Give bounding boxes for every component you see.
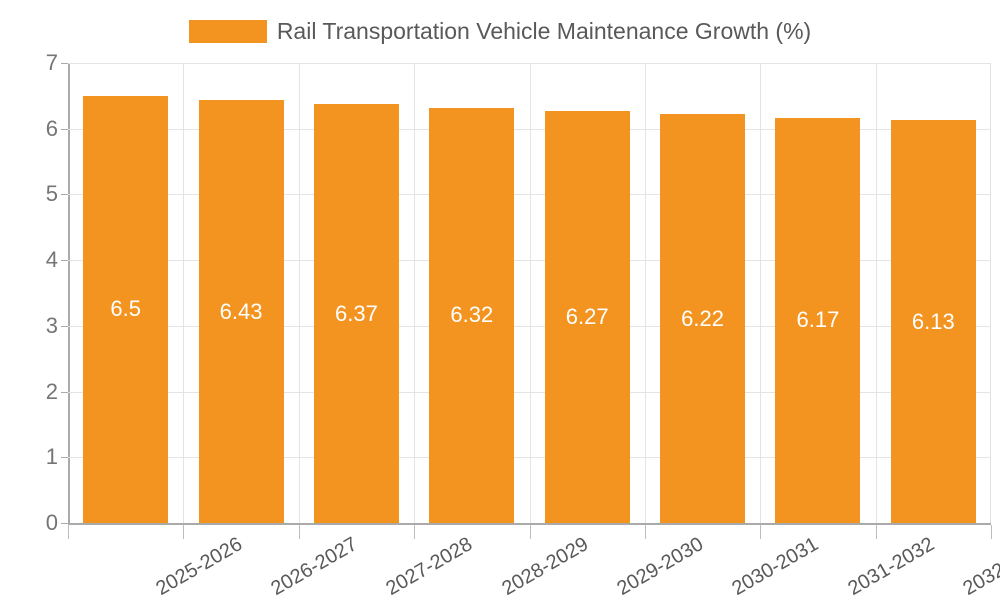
x-axis-tick-label: 2031-2032 — [844, 533, 938, 600]
chart-legend: Rail Transportation Vehicle Maintenance … — [0, 0, 1000, 62]
plot-area — [68, 63, 991, 525]
y-axis-tick-label: 1 — [45, 444, 58, 470]
y-axis-tick-label: 5 — [45, 181, 58, 207]
plot-right-border — [990, 63, 991, 523]
x-axis-tick-mark — [991, 525, 992, 539]
y-axis-tick-label: 3 — [45, 312, 58, 338]
x-axis-tick-mark — [875, 525, 877, 539]
bar-value-label: 6.37 — [335, 300, 378, 326]
x-axis-tick-label: 2028-2029 — [497, 533, 592, 600]
x-axis-tick-label: 2032-2033 — [959, 533, 1000, 600]
bar[interactable]: 6.17 — [775, 117, 861, 523]
bar-value-label: 6.22 — [681, 305, 724, 331]
bar[interactable]: 6.27 — [544, 110, 630, 523]
y-axis-tick-mark — [61, 391, 68, 393]
y-axis-tick-mark — [61, 128, 68, 130]
gridline-x-4 — [529, 63, 531, 523]
bar-value-label: 6.43 — [219, 298, 263, 324]
bar-value-label: 6.27 — [565, 303, 609, 329]
legend-color-swatch-icon — [188, 19, 267, 43]
gridline-x-7 — [875, 63, 877, 523]
y-axis-tick-label: 2 — [45, 378, 58, 404]
x-axis-tick-mark — [644, 525, 646, 539]
x-axis-tick-mark — [298, 525, 300, 539]
y-axis-tick-label: 4 — [45, 247, 58, 273]
x-axis-tick-label: 2025-2026 — [151, 533, 246, 600]
y-axis-line — [68, 63, 70, 525]
gridline-x-2 — [298, 63, 300, 523]
y-axis-tick-mark — [61, 523, 68, 524]
legend-label: Rail Transportation Vehicle Maintenance … — [276, 17, 812, 44]
y-axis-tick-mark — [61, 325, 68, 327]
bar[interactable]: 6.32 — [429, 107, 515, 523]
gridline-x-6 — [760, 63, 762, 523]
x-axis-tick-mark — [68, 525, 69, 539]
x-axis-tick-mark — [183, 525, 185, 539]
bar[interactable]: 6.22 — [660, 114, 746, 523]
x-axis-tick-mark — [529, 525, 531, 539]
gridline-y-0 — [68, 523, 991, 525]
bar[interactable]: 6.43 — [198, 100, 284, 523]
x-axis-tick-mark — [414, 525, 416, 539]
y-axis-tick-label: 0 — [45, 510, 58, 535]
bar-value-label: 6.32 — [450, 302, 494, 328]
y-axis-tick-mark — [61, 260, 68, 262]
bar-series: 6.5 6.43 6.37 6.32 6.27 6.22 6.17 6.13 — [68, 63, 991, 523]
bar-value-label: 6.13 — [911, 308, 955, 334]
bar[interactable]: 6.13 — [890, 120, 976, 523]
y-axis-tick-mark — [61, 63, 68, 64]
gridline-x-3 — [414, 63, 416, 523]
x-axis-tick-label: 2029-2030 — [613, 533, 708, 600]
x-axis-tick-label: 2027-2028 — [382, 533, 477, 600]
bar-value-label: 6.17 — [796, 307, 840, 333]
gridline-x-1 — [183, 63, 185, 523]
y-axis-tick-mark — [61, 194, 68, 196]
bar[interactable]: 6.5 — [83, 95, 169, 523]
y-axis-tick-label: 6 — [45, 115, 58, 141]
y-axis-tick-mark — [61, 457, 68, 459]
legend-item-rail-maintenance[interactable]: Rail Transportation Vehicle Maintenance … — [188, 17, 812, 44]
x-axis-tick-label: 2030-2031 — [728, 533, 823, 600]
x-axis-tick-mark — [760, 525, 762, 539]
gridline-x-5 — [644, 63, 646, 523]
x-axis-tick-label: 2026-2027 — [267, 533, 362, 600]
y-axis-tick-label: 7 — [45, 50, 58, 75]
bar[interactable]: 6.37 — [313, 104, 399, 523]
bar-value-label: 6.5 — [110, 296, 141, 322]
